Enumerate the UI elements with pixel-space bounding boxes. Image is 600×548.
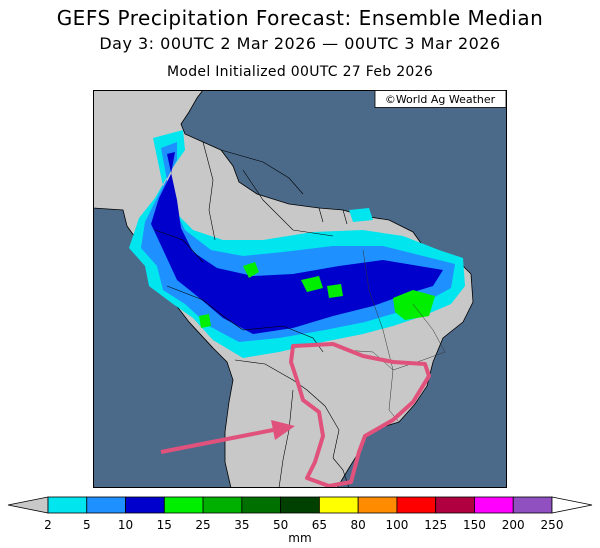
credit-text: ©World Ag Weather: [385, 93, 496, 106]
legend-unit: mm: [288, 531, 311, 545]
annotation-arrow: [160, 420, 295, 454]
legend-tick-label: 10: [118, 518, 133, 532]
legend-tick-label: 65: [312, 518, 327, 532]
legend-below-arrow: [7, 496, 49, 514]
legend-swatch: [396, 496, 437, 514]
highlight-region-outline: [289, 342, 431, 488]
map-title: GEFS Precipitation Forecast: Ensemble Me…: [56, 6, 544, 30]
legend-swatch: [512, 496, 553, 514]
legend-above-arrow: [551, 496, 593, 514]
legend-swatch: [202, 496, 243, 514]
legend-swatch: [280, 496, 320, 514]
legend-swatch: [125, 496, 165, 514]
legend-tick-label: 50: [273, 518, 288, 532]
legend-tick-label: 5: [83, 518, 91, 532]
valid-period: Day 3: 00UTC 2 Mar 2026 — 00UTC 3 Mar 20…: [99, 34, 501, 53]
legend-swatch: [318, 496, 359, 514]
legend-swatch: [86, 496, 126, 514]
credit-box: [374, 90, 507, 108]
legend-tick-label: 15: [157, 518, 172, 532]
precipitation-map: ©World Ag Weather: [93, 90, 507, 488]
legend-swatch: [241, 496, 282, 514]
color-scale-legend: 2 5 10 15 25 35 50 65 80 100 125 150 200 250 mm: [7, 496, 593, 545]
legend-tick-label: 100: [385, 518, 408, 532]
legend-tick-label: 200: [502, 518, 525, 532]
legend-tick-label: 25: [195, 518, 210, 532]
legend-tick-label: 150: [463, 518, 486, 532]
legend-swatch: [357, 496, 398, 514]
legend-tick-label: 2: [44, 518, 52, 532]
init-time: Model Initialized 00UTC 27 Feb 2026: [166, 64, 434, 80]
legend-tick-label: 80: [351, 518, 366, 532]
legend-tick-label: 35: [234, 518, 249, 532]
legend-tick-label: 250: [541, 518, 564, 532]
legend-swatch: [163, 496, 204, 514]
legend-swatch: [47, 496, 88, 514]
legend-swatch: [435, 496, 475, 514]
legend-tick-label: 125: [424, 518, 447, 532]
legend-swatch: [474, 496, 514, 514]
